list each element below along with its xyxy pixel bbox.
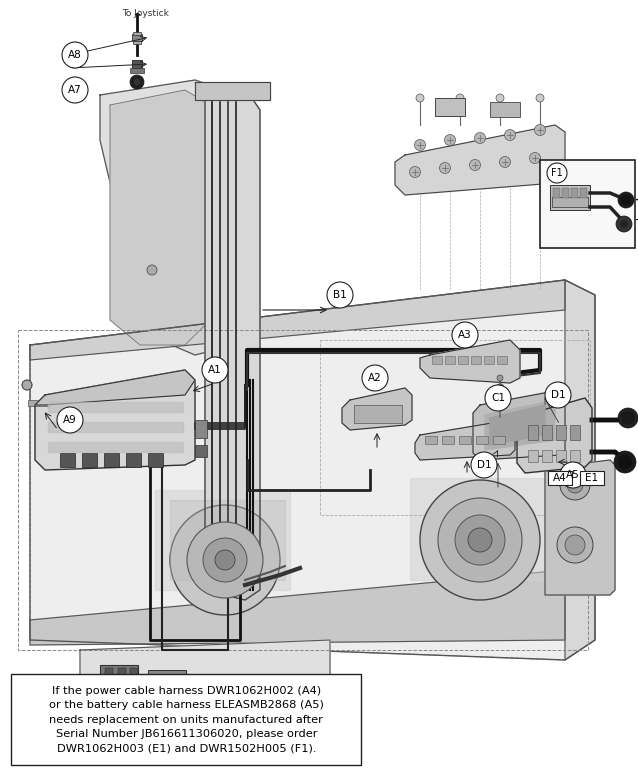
Circle shape	[500, 156, 510, 168]
Circle shape	[130, 75, 144, 89]
Circle shape	[618, 192, 634, 208]
Bar	[497, 356, 507, 364]
Polygon shape	[342, 388, 412, 430]
Circle shape	[147, 265, 157, 275]
Bar	[425, 436, 437, 444]
Bar	[354, 405, 402, 423]
Text: D1: D1	[477, 460, 491, 470]
Circle shape	[620, 220, 628, 228]
Circle shape	[622, 412, 634, 424]
Polygon shape	[35, 370, 195, 405]
Polygon shape	[473, 390, 565, 460]
Bar	[556, 450, 566, 462]
Polygon shape	[48, 442, 183, 452]
Bar	[28, 400, 48, 406]
Bar	[442, 436, 454, 444]
Bar	[540, 160, 635, 248]
Polygon shape	[395, 125, 565, 195]
Polygon shape	[30, 570, 565, 645]
Circle shape	[452, 322, 478, 348]
Circle shape	[505, 130, 516, 141]
Text: C1: C1	[491, 393, 505, 403]
Circle shape	[557, 527, 593, 563]
Polygon shape	[155, 490, 290, 590]
Bar	[133, 41, 141, 44]
Bar	[484, 356, 494, 364]
Circle shape	[215, 550, 235, 570]
Circle shape	[560, 462, 586, 488]
Polygon shape	[35, 370, 195, 470]
Text: If the power cable harness DWR1062H002 (A4)
or the battery cable harness ELEASMB: If the power cable harness DWR1062H002 (…	[49, 686, 323, 754]
Bar	[195, 420, 207, 438]
Circle shape	[621, 195, 631, 205]
Circle shape	[485, 385, 511, 411]
Circle shape	[530, 152, 540, 164]
Bar	[445, 356, 455, 364]
Bar	[104, 453, 119, 467]
Bar	[556, 425, 566, 440]
Polygon shape	[490, 405, 545, 445]
Bar	[60, 453, 75, 467]
Polygon shape	[100, 80, 230, 355]
Text: To Joystick: To Joystick	[122, 9, 169, 18]
Polygon shape	[48, 422, 183, 432]
Bar	[11, 674, 361, 765]
Bar	[130, 68, 144, 73]
Text: A4: A4	[553, 473, 567, 483]
Circle shape	[415, 139, 426, 151]
Circle shape	[471, 452, 497, 478]
Circle shape	[618, 408, 638, 428]
Bar	[476, 436, 488, 444]
Bar	[570, 450, 580, 462]
Bar	[132, 60, 142, 68]
Circle shape	[616, 216, 632, 232]
Circle shape	[535, 124, 545, 135]
Text: +: +	[635, 195, 638, 205]
Circle shape	[202, 357, 228, 383]
Text: A8: A8	[68, 50, 82, 60]
Polygon shape	[30, 280, 595, 660]
Circle shape	[57, 407, 83, 433]
Polygon shape	[205, 88, 260, 600]
Circle shape	[22, 380, 32, 390]
Bar	[18, 330, 588, 650]
Circle shape	[496, 94, 504, 102]
Text: A9: A9	[63, 415, 77, 425]
Bar	[320, 340, 590, 515]
Bar	[528, 425, 538, 440]
Bar	[459, 436, 471, 444]
Bar	[435, 98, 465, 116]
Text: D1: D1	[551, 390, 565, 400]
Bar	[133, 32, 141, 35]
Bar	[580, 188, 587, 198]
Circle shape	[416, 94, 424, 102]
Circle shape	[565, 535, 585, 555]
Text: −: −	[635, 215, 638, 225]
Bar	[130, 668, 138, 678]
Text: F1: F1	[551, 168, 563, 178]
Circle shape	[362, 365, 388, 391]
Bar	[432, 356, 442, 364]
Text: A2: A2	[368, 373, 382, 383]
Bar	[105, 668, 113, 678]
Polygon shape	[80, 640, 330, 690]
Circle shape	[545, 382, 571, 408]
Bar	[132, 34, 142, 41]
Circle shape	[475, 132, 486, 144]
Bar	[82, 453, 97, 467]
Circle shape	[327, 282, 353, 308]
Bar	[126, 453, 141, 467]
Polygon shape	[485, 400, 555, 450]
Circle shape	[438, 498, 522, 582]
Text: E1: E1	[586, 473, 598, 483]
Circle shape	[618, 455, 632, 469]
Polygon shape	[48, 402, 183, 412]
Bar	[458, 356, 468, 364]
Bar	[493, 436, 505, 444]
Polygon shape	[170, 500, 285, 580]
Circle shape	[547, 163, 567, 183]
Bar	[580, 471, 604, 485]
Bar	[528, 450, 538, 462]
Bar	[542, 450, 552, 462]
Circle shape	[468, 528, 492, 552]
